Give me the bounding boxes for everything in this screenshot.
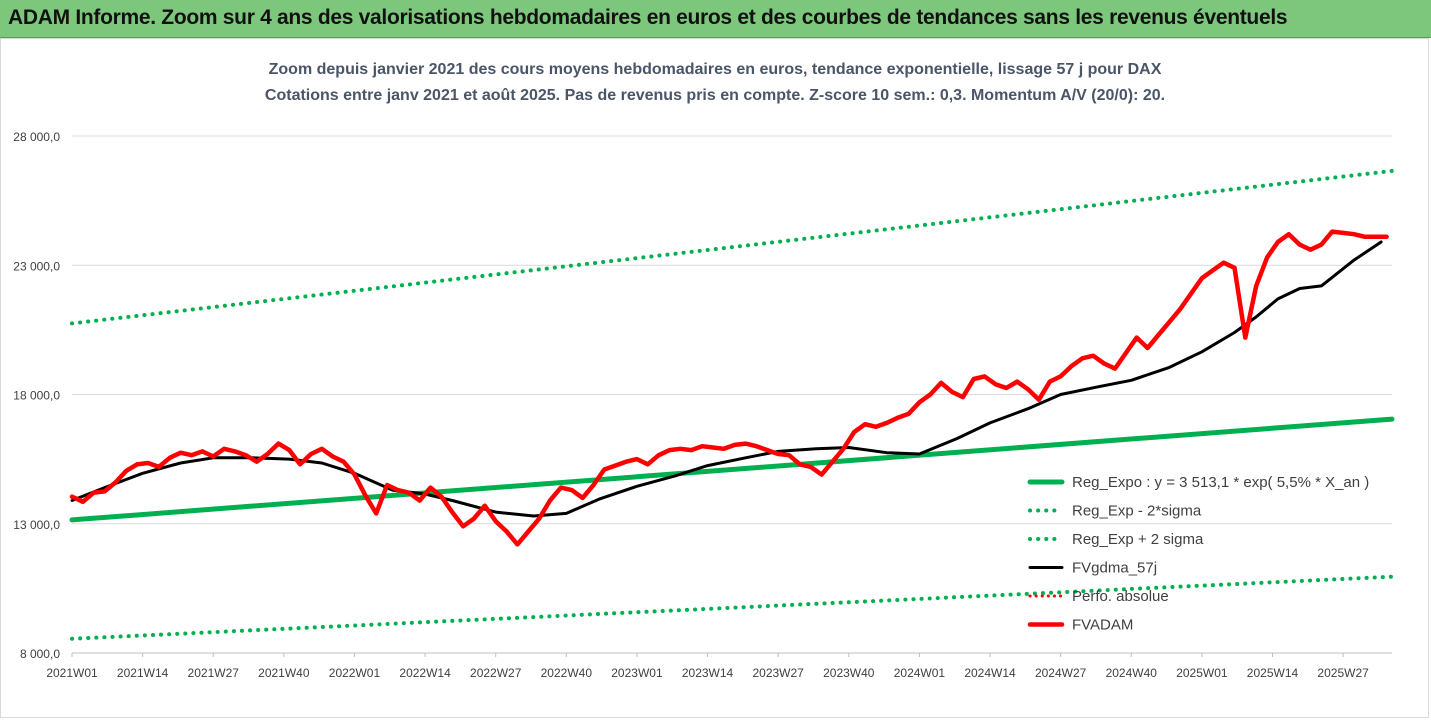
series-group bbox=[69, 168, 1395, 641]
chart-subtitle: Cotations entre janv 2021 et août 2025. … bbox=[265, 87, 1165, 104]
y-tick-label: 23 000,0 bbox=[13, 259, 60, 273]
chart-title: Zoom depuis janvier 2021 des cours moyen… bbox=[269, 61, 1162, 78]
x-tick-label: 2021W01 bbox=[46, 666, 98, 680]
x-tick-label: 2022W14 bbox=[399, 666, 451, 680]
legend: Reg_Expo : y = 3 513,1 * exp( 5,5% * X_a… bbox=[1027, 474, 1369, 634]
sigma-lower-line bbox=[70, 574, 1394, 641]
chart: Zoom depuis janvier 2021 des cours moyen… bbox=[13, 61, 1395, 680]
header-banner: ADAM Informe. Zoom sur 4 ans des valoris… bbox=[0, 0, 1431, 38]
x-tick-label: 2022W40 bbox=[541, 666, 593, 680]
chart-frame bbox=[0, 38, 1429, 718]
x-tick-label: 2021W40 bbox=[258, 666, 310, 680]
x-tick-label: 2023W14 bbox=[682, 666, 734, 680]
y-tick-label: 8 000,0 bbox=[20, 647, 60, 661]
x-tick-label: 2024W27 bbox=[1035, 666, 1087, 680]
legend-label-fvadam-line: FVADAM bbox=[1072, 617, 1133, 634]
legend-label-sigma-upper-line: Reg_Exp + 2 sigma bbox=[1072, 531, 1204, 548]
grid-lines bbox=[72, 135, 1392, 654]
x-tick-label: 2024W14 bbox=[964, 666, 1016, 680]
x-tick-label: 2024W40 bbox=[1106, 666, 1158, 680]
x-tick-label: 2025W27 bbox=[1317, 666, 1369, 680]
sigma-upper-line bbox=[70, 168, 1394, 326]
x-tick-label: 2021W14 bbox=[117, 666, 169, 680]
x-tick-label: 2022W01 bbox=[329, 666, 381, 680]
page-title: ADAM Informe. Zoom sur 4 ans des valoris… bbox=[8, 6, 1288, 29]
y-tick-label: 28 000,0 bbox=[13, 130, 60, 144]
x-tick-label: 2025W01 bbox=[1176, 666, 1228, 680]
legend-label-sigma-lower-line: Reg_Exp - 2*sigma bbox=[1072, 503, 1202, 520]
y-tick-label: 13 000,0 bbox=[13, 518, 60, 532]
fvadam-line bbox=[69, 229, 1389, 547]
legend-label-fvgdma-line: FVgdma_57j bbox=[1072, 560, 1157, 577]
x-tick-label: 2024W01 bbox=[894, 666, 946, 680]
regression-line bbox=[69, 416, 1395, 523]
x-tick-label: 2023W01 bbox=[611, 666, 663, 680]
x-tick-label: 2023W27 bbox=[752, 666, 804, 680]
x-tick-label: 2022W27 bbox=[470, 666, 522, 680]
y-tick-label: 18 000,0 bbox=[13, 389, 60, 403]
x-tick-label: 2025W14 bbox=[1247, 666, 1299, 680]
x-tick-label: 2021W27 bbox=[188, 666, 240, 680]
legend-label-regression-line: Reg_Expo : y = 3 513,1 * exp( 5,5% * X_a… bbox=[1072, 474, 1369, 491]
axes: 8 000,0 13 000,0 18 000,0 23 000,0 28 000,0 2… bbox=[13, 130, 1392, 680]
legend-label-perfo-absolue-line: Perfo. absolue bbox=[1072, 588, 1169, 605]
x-tick-label: 2023W40 bbox=[823, 666, 875, 680]
